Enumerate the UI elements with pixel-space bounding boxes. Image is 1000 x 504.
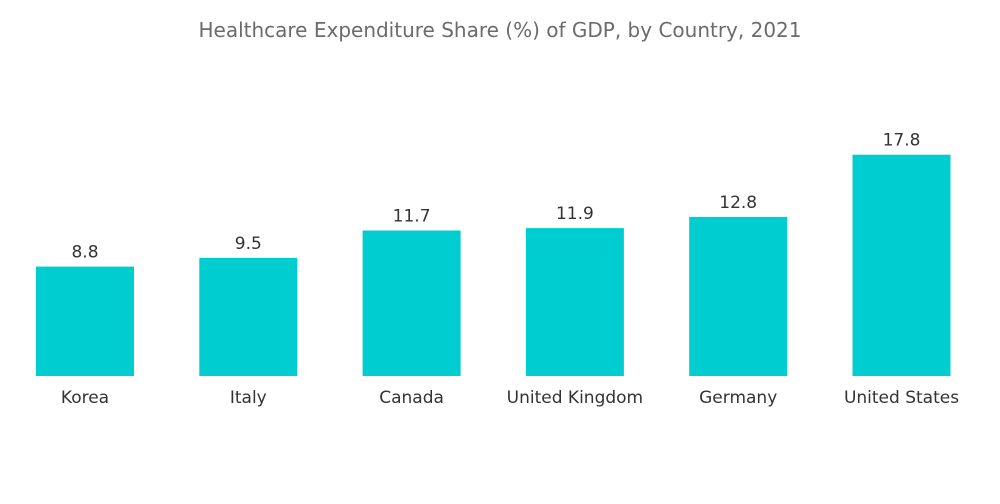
bar-korea [36, 266, 134, 376]
category-label: United Kingdom [507, 388, 643, 408]
value-label: 8.8 [71, 243, 98, 263]
bar-united-states [852, 154, 951, 376]
value-label: 11.9 [556, 204, 594, 224]
value-label: 11.7 [393, 207, 431, 227]
value-label: 12.8 [719, 193, 757, 213]
bar-united-kingdom [525, 228, 624, 376]
category-label: United States [844, 388, 959, 408]
chart-title: Healthcare Expenditure Share (%) of GDP,… [198, 18, 802, 42]
bar-italy [199, 257, 298, 376]
category-label: Italy [230, 388, 267, 408]
value-label: 9.5 [235, 234, 262, 254]
category-label: Canada [379, 388, 444, 408]
bar-germany [689, 216, 788, 376]
category-label: Korea [61, 388, 109, 408]
category-label: Germany [699, 388, 777, 408]
value-label: 17.8 [883, 131, 921, 151]
bar-canada [362, 230, 461, 376]
